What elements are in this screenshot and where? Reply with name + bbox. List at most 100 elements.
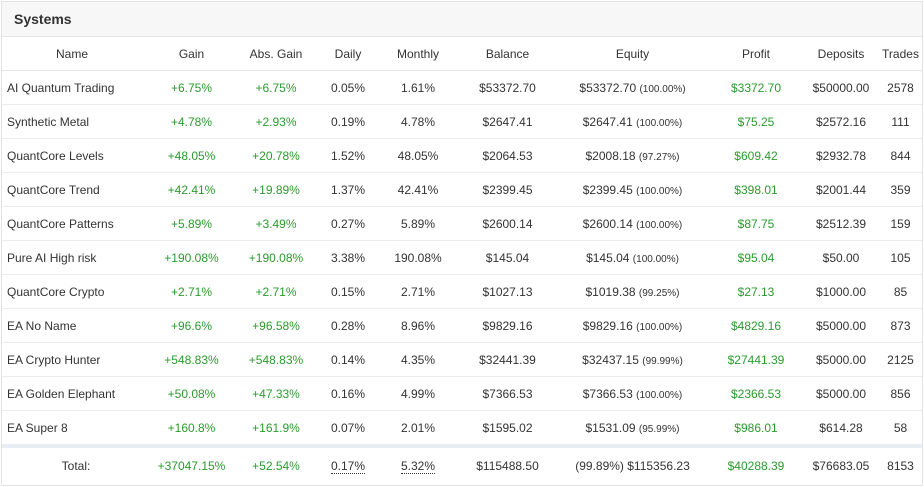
daily-value: 1.52% <box>319 138 377 173</box>
table-row[interactable]: QuantCore Trend +42.41% +19.89% 1.37% 42.41%… <box>2 172 922 207</box>
balance-value: $145.04 <box>459 240 556 275</box>
trades-value: 58 <box>879 410 922 447</box>
abs-gain-value: +190.08% <box>233 240 319 275</box>
system-name[interactable]: QuantCore Levels <box>2 138 150 173</box>
equity-percent: (100.00%) <box>632 253 679 265</box>
abs-gain-value: +6.75% <box>233 70 319 105</box>
system-name[interactable]: Pure AI High risk <box>2 240 150 275</box>
equity-amount: $1531.09 <box>585 420 636 435</box>
monthly-value: 8.96% <box>377 308 459 343</box>
total-trades: 8153 <box>879 444 922 484</box>
column-header-gain[interactable]: Gain <box>150 37 233 71</box>
trades-value: 856 <box>879 376 922 411</box>
deposits-value: $1000.00 <box>803 274 879 309</box>
column-header-profit[interactable]: Profit <box>709 37 803 71</box>
table-row[interactable]: AI Quantum Trading +6.75% +6.75% 0.05% 1.61%… <box>2 70 922 105</box>
total-monthly-value[interactable]: 5.32% <box>400 459 436 474</box>
equity-amount: $2399.45 <box>582 182 633 197</box>
gain-value: +548.83% <box>150 342 233 377</box>
gain-value: +50.08% <box>150 376 233 411</box>
total-balance: $115488.50 <box>459 444 556 484</box>
gain-value: +6.75% <box>150 70 233 105</box>
equity-percent: (99.25%) <box>638 287 680 299</box>
column-header-equity[interactable]: Equity <box>556 37 709 71</box>
monthly-value: 2.01% <box>377 410 459 447</box>
system-name[interactable]: EA Crypto Hunter <box>2 342 150 377</box>
system-name[interactable]: Synthetic Metal <box>2 104 150 139</box>
column-header-name[interactable]: Name <box>2 37 150 71</box>
column-header-daily[interactable]: Daily <box>319 37 377 71</box>
equity-value: $1531.09 (95.99%) <box>556 410 709 447</box>
abs-gain-value: +2.93% <box>233 104 319 139</box>
table-row[interactable]: Synthetic Metal +4.78% +2.93% 0.19% 4.78% $26… <box>2 104 922 139</box>
total-monthly[interactable]: 5.32% <box>377 444 459 484</box>
column-header-monthly[interactable]: Monthly <box>377 37 459 71</box>
equity-percent: (100.00%) <box>636 219 683 231</box>
trades-value: 85 <box>879 274 922 309</box>
total-daily-value[interactable]: 0.17% <box>330 459 366 474</box>
gain-value: +4.78% <box>150 104 233 139</box>
abs-gain-value: +20.78% <box>233 138 319 173</box>
table-row[interactable]: EA Golden Elephant +50.08% +47.33% 0.16% 4.9… <box>2 376 922 411</box>
table-row[interactable]: QuantCore Patterns +5.89% +3.49% 0.27% 5.89%… <box>2 206 922 241</box>
table-row[interactable]: QuantCore Levels +48.05% +20.78% 1.52% 48.05… <box>2 138 922 173</box>
system-name[interactable]: QuantCore Patterns <box>2 206 150 241</box>
system-name[interactable]: EA No Name <box>2 308 150 343</box>
trades-value: 2125 <box>879 342 922 377</box>
deposits-value: $5000.00 <box>803 342 879 377</box>
equity-value: $32437.15 (99.99%) <box>556 342 709 377</box>
column-header-deposits[interactable]: Deposits <box>803 37 879 71</box>
gain-value: +2.71% <box>150 274 233 309</box>
trades-value: 359 <box>879 172 922 207</box>
total-abs-gain: +52.54% <box>233 444 319 484</box>
gain-value: +42.41% <box>150 172 233 207</box>
balance-value: $2064.53 <box>459 138 556 173</box>
profit-value: $87.75 <box>709 206 803 241</box>
total-gain: +37047.15% <box>150 444 233 484</box>
profit-value: $4829.16 <box>709 308 803 343</box>
equity-percent: (99.99%) <box>642 355 683 367</box>
abs-gain-value: +19.89% <box>233 172 319 207</box>
deposits-value: $5000.00 <box>803 376 879 411</box>
equity-percent: (97.27%) <box>638 151 680 163</box>
system-name[interactable]: QuantCore Crypto <box>2 274 150 309</box>
abs-gain-value: +161.9% <box>233 410 319 447</box>
system-name[interactable]: AI Quantum Trading <box>2 70 150 105</box>
profit-value: $95.04 <box>709 240 803 275</box>
system-name[interactable]: EA Super 8 <box>2 410 150 447</box>
balance-value: $9829.16 <box>459 308 556 343</box>
equity-percent: (100.00%) <box>639 83 686 95</box>
daily-value: 0.07% <box>319 410 377 447</box>
balance-value: $7366.53 <box>459 376 556 411</box>
table-row[interactable]: QuantCore Crypto +2.71% +2.71% 0.15% 2.71% $1… <box>2 274 922 309</box>
equity-amount: $9829.16 <box>582 318 633 333</box>
balance-value: $1027.13 <box>459 274 556 309</box>
system-name[interactable]: QuantCore Trend <box>2 172 150 207</box>
table-row[interactable]: EA Super 8 +160.8% +161.9% 0.07% 2.01% $1595.… <box>2 410 922 447</box>
equity-value: $9829.16 (100.00%) <box>556 308 709 343</box>
monthly-value: 4.99% <box>377 376 459 411</box>
trades-value: 159 <box>879 206 922 241</box>
daily-value: 0.16% <box>319 376 377 411</box>
daily-value: 0.19% <box>319 104 377 139</box>
system-name[interactable]: EA Golden Elephant <box>2 376 150 411</box>
column-header-trades[interactable]: Trades <box>879 37 922 71</box>
trades-value: 2578 <box>879 70 922 105</box>
daily-value: 3.38% <box>319 240 377 275</box>
profit-value: $398.01 <box>709 172 803 207</box>
balance-value: $2600.14 <box>459 206 556 241</box>
daily-value: 0.15% <box>319 274 377 309</box>
monthly-value: 4.78% <box>377 104 459 139</box>
equity-amount: $7366.53 <box>582 386 633 401</box>
table-row[interactable]: EA No Name +96.6% +96.58% 0.28% 8.96% $9829.1… <box>2 308 922 343</box>
daily-value: 0.28% <box>319 308 377 343</box>
total-daily[interactable]: 0.17% <box>319 444 377 484</box>
monthly-value: 4.35% <box>377 342 459 377</box>
abs-gain-value: +47.33% <box>233 376 319 411</box>
monthly-value: 48.05% <box>377 138 459 173</box>
table-row[interactable]: Pure AI High risk +190.08% +190.08% 3.38% 19… <box>2 240 922 275</box>
table-row[interactable]: EA Crypto Hunter +548.83% +548.83% 0.14% 4.3… <box>2 342 922 377</box>
column-header-balance[interactable]: Balance <box>459 37 556 71</box>
equity-amount: $2600.14 <box>582 216 633 231</box>
column-header-abs-gain[interactable]: Abs. Gain <box>233 37 319 71</box>
